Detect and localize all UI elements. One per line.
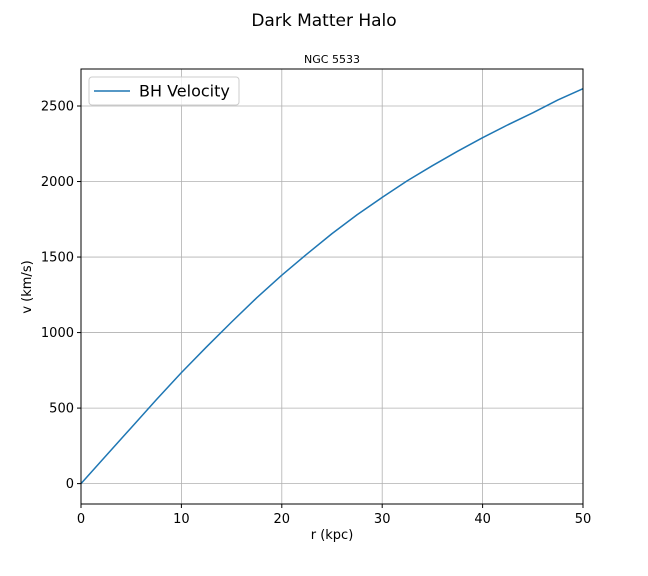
y-tick-label: 0: [66, 477, 74, 492]
plot-frame: [80, 68, 584, 505]
x-tick-label: 10: [173, 512, 190, 527]
legend: BH Velocity: [88, 76, 240, 106]
x-axis-label: r (kpc): [311, 528, 354, 543]
series-layer: [80, 87, 584, 485]
y-tick-label: 1500: [41, 251, 74, 266]
y-axis-label: v (km/s): [20, 260, 35, 313]
chart-title: NGC 5533: [304, 53, 360, 66]
y-tick-label: 1000: [41, 326, 74, 341]
y-tick-label: 500: [49, 402, 74, 417]
x-tick-label: 30: [374, 512, 391, 527]
x-tick-label: 40: [474, 512, 491, 527]
figure-suptitle: Dark Matter Halo: [251, 11, 396, 31]
x-tick-label: 0: [77, 512, 85, 527]
x-tick-label: 20: [274, 512, 291, 527]
y-tick-label: 2500: [41, 100, 74, 115]
y-tick-label: 2000: [41, 175, 74, 190]
series-line: [80, 87, 584, 485]
grid: [80, 69, 584, 504]
x-tick-label: 50: [575, 512, 592, 527]
legend-label: BH Velocity: [139, 82, 230, 101]
legend-box: [88, 76, 240, 106]
